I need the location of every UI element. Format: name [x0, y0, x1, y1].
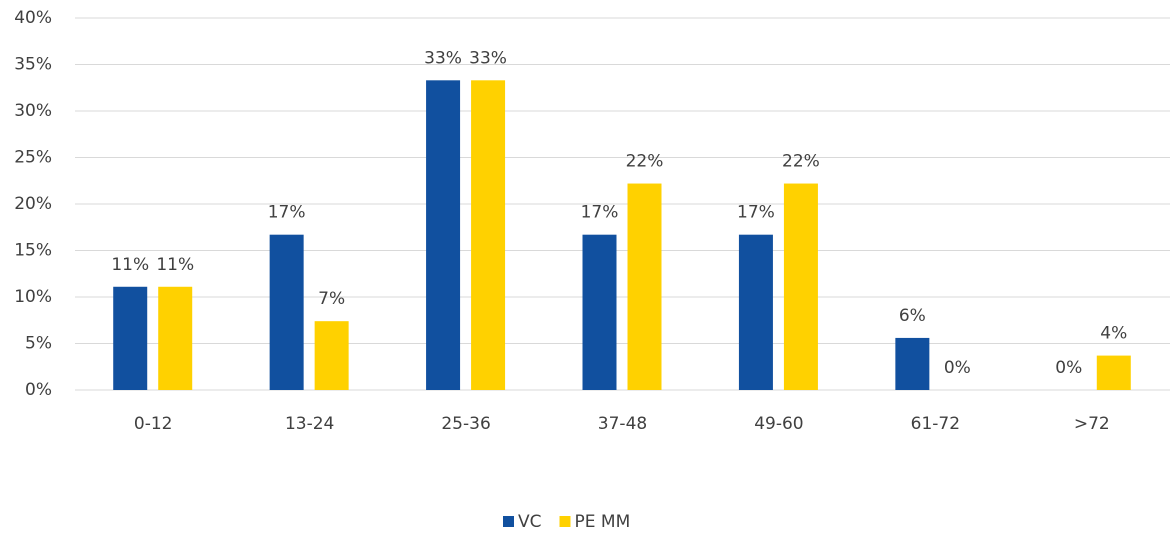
legend-swatch: [503, 516, 514, 527]
bar: [314, 321, 349, 390]
y-tick-label: 35%: [14, 55, 52, 75]
bar: [269, 234, 304, 390]
x-tick-label: 61-72: [911, 414, 960, 434]
y-tick-label: 25%: [14, 148, 52, 168]
y-tick-label: 20%: [14, 194, 52, 214]
x-tick-label: 0-12: [134, 414, 173, 434]
data-label: 0%: [944, 358, 971, 378]
data-label: 33%: [469, 48, 507, 68]
x-tick-label: >72: [1074, 414, 1110, 434]
data-label: 17%: [268, 203, 306, 223]
data-label: 17%: [581, 203, 619, 223]
bar: [627, 183, 662, 390]
y-tick-label: 15%: [14, 241, 52, 261]
x-tick-label: 13-24: [285, 414, 334, 434]
y-tick-label: 30%: [14, 101, 52, 121]
x-tick-label: 49-60: [754, 414, 803, 434]
legend-swatch: [559, 516, 571, 527]
x-tick-label: 25-36: [441, 414, 490, 434]
bar: [582, 234, 617, 390]
bar: [895, 337, 930, 390]
data-label: 22%: [782, 152, 820, 172]
data-label: 17%: [737, 203, 775, 223]
data-label: 4%: [1100, 324, 1127, 344]
bar: [1096, 355, 1131, 390]
legend-label: VC: [518, 512, 542, 532]
bar: [113, 286, 148, 390]
bar: [783, 183, 818, 390]
data-label: 0%: [1055, 358, 1082, 378]
data-label: 6%: [899, 306, 926, 326]
y-tick-label: 10%: [14, 287, 52, 307]
y-tick-label: 0%: [25, 380, 52, 400]
data-label: 33%: [424, 48, 462, 68]
legend-label: PE MM: [575, 512, 631, 532]
y-tick-label: 5%: [25, 334, 52, 354]
y-tick-label: 40%: [14, 8, 52, 28]
bar: [738, 234, 773, 390]
data-label: 7%: [318, 289, 345, 309]
data-label: 11%: [156, 255, 194, 275]
data-label: 11%: [111, 255, 149, 275]
bar: [426, 80, 461, 390]
data-label: 22%: [626, 152, 664, 172]
x-tick-label: 37-48: [598, 414, 647, 434]
bar: [158, 286, 193, 390]
bar: [471, 80, 506, 390]
